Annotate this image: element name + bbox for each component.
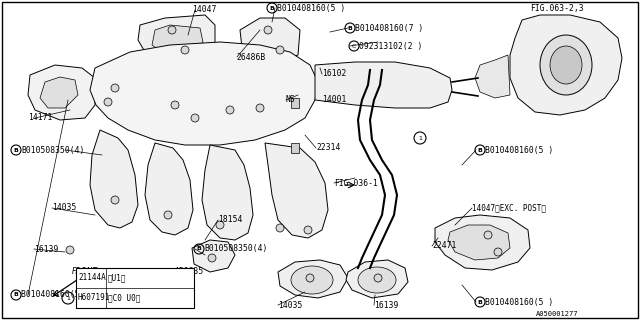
Polygon shape: [278, 260, 348, 298]
Text: 16139: 16139: [34, 244, 58, 253]
Text: 14035: 14035: [52, 204, 76, 212]
Bar: [291, 98, 299, 108]
Text: 21144A: 21144A: [78, 274, 106, 283]
Text: B010408160(5 ): B010408160(5 ): [277, 4, 345, 12]
Ellipse shape: [550, 46, 582, 84]
Circle shape: [111, 196, 119, 204]
Circle shape: [306, 274, 314, 282]
Circle shape: [264, 26, 272, 34]
Ellipse shape: [358, 267, 396, 293]
Circle shape: [494, 248, 502, 256]
Polygon shape: [265, 143, 328, 238]
Circle shape: [191, 114, 199, 122]
Circle shape: [104, 98, 112, 106]
Polygon shape: [152, 25, 203, 55]
Ellipse shape: [540, 35, 592, 95]
Circle shape: [304, 226, 312, 234]
Circle shape: [484, 231, 492, 239]
Circle shape: [216, 221, 224, 229]
Text: 14047: 14047: [192, 5, 216, 14]
Text: B: B: [196, 246, 202, 252]
Polygon shape: [40, 77, 78, 108]
Circle shape: [171, 101, 179, 109]
Text: NS: NS: [285, 95, 295, 105]
Text: 16139: 16139: [374, 300, 398, 309]
Polygon shape: [315, 62, 452, 108]
Polygon shape: [138, 15, 215, 62]
Text: 14047〈EXC. POST〉: 14047〈EXC. POST〉: [472, 204, 546, 212]
Text: B010408160(5 ): B010408160(5 ): [485, 146, 553, 155]
Text: B: B: [13, 148, 19, 153]
Polygon shape: [202, 145, 253, 240]
Text: B: B: [477, 300, 483, 305]
Text: A50635: A50635: [175, 268, 204, 276]
Circle shape: [208, 254, 216, 262]
Text: H607191: H607191: [78, 293, 110, 302]
Text: B: B: [477, 148, 483, 153]
Text: 26486B: 26486B: [236, 52, 265, 61]
Ellipse shape: [291, 266, 333, 294]
Text: B: B: [13, 292, 19, 298]
Text: B: B: [348, 26, 353, 30]
Text: 〈U1〉: 〈U1〉: [108, 274, 127, 283]
Text: A050001277: A050001277: [536, 311, 579, 317]
Text: 1: 1: [66, 295, 70, 300]
Text: FRONT: FRONT: [72, 268, 98, 276]
Bar: [291, 143, 299, 153]
Circle shape: [164, 211, 172, 219]
Circle shape: [226, 106, 234, 114]
Text: 22314: 22314: [316, 143, 340, 153]
Text: B010408160(7 ): B010408160(7 ): [355, 23, 423, 33]
Text: B010408160(5 ): B010408160(5 ): [21, 291, 89, 300]
Circle shape: [256, 104, 264, 112]
Text: 16102: 16102: [322, 69, 346, 78]
Polygon shape: [510, 15, 622, 115]
Polygon shape: [192, 240, 235, 272]
Polygon shape: [28, 65, 95, 120]
Polygon shape: [475, 55, 510, 98]
Polygon shape: [145, 143, 193, 235]
Circle shape: [276, 46, 284, 54]
Text: FIG.036-1: FIG.036-1: [334, 179, 378, 188]
Text: B: B: [269, 5, 275, 11]
Circle shape: [181, 46, 189, 54]
Circle shape: [66, 246, 74, 254]
Text: B010508350(4): B010508350(4): [204, 244, 268, 253]
Text: 14035: 14035: [278, 300, 302, 309]
Polygon shape: [448, 225, 510, 260]
Text: 1: 1: [418, 135, 422, 140]
Text: B010508350(4): B010508350(4): [21, 146, 84, 155]
Bar: [76, 268, 194, 308]
Polygon shape: [90, 130, 138, 228]
Circle shape: [168, 26, 176, 34]
Polygon shape: [346, 260, 408, 298]
Text: FIG.063-2,3: FIG.063-2,3: [530, 4, 584, 12]
Text: B010408160(5 ): B010408160(5 ): [485, 298, 553, 307]
Circle shape: [276, 224, 284, 232]
Text: 092313102(2 ): 092313102(2 ): [359, 42, 422, 51]
Text: 14001: 14001: [322, 95, 346, 105]
Circle shape: [111, 84, 119, 92]
Polygon shape: [435, 215, 530, 270]
Polygon shape: [90, 42, 318, 145]
Text: 22471: 22471: [432, 242, 456, 251]
Text: C: C: [352, 44, 356, 49]
Polygon shape: [240, 18, 300, 62]
Text: 14171: 14171: [28, 114, 52, 123]
Text: 18154: 18154: [218, 215, 243, 225]
Text: 〈C0 U0〉: 〈C0 U0〉: [108, 293, 140, 302]
Circle shape: [374, 274, 382, 282]
